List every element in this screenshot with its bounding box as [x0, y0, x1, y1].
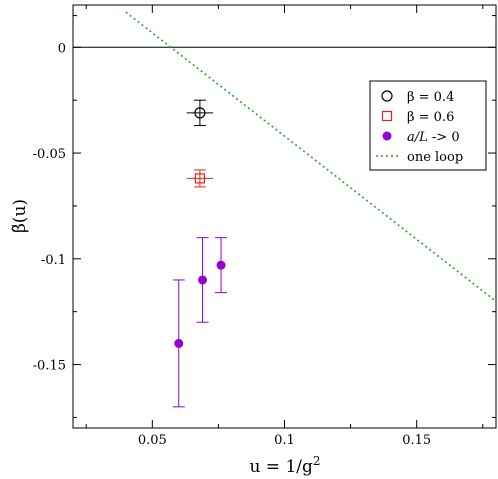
x-tick-label: 0.1: [274, 433, 295, 448]
legend: β = 0.4 β = 0.6 a/L -> 0 one loop: [369, 80, 487, 171]
series-dotted-line: [125, 11, 496, 302]
y-tick-label: -0.1: [41, 253, 66, 268]
one-loop-line: [125, 11, 496, 302]
data-point: [194, 173, 205, 184]
y-ticks: 0 -0.05 -0.1 -0.15: [33, 15, 496, 418]
series-open-square: [186, 169, 214, 188]
legend-swatch: [381, 90, 393, 102]
series-filled-circle: [172, 237, 228, 408]
data-point: [174, 338, 184, 348]
series-open-circle: [186, 99, 214, 127]
x-ticks: 0.05 0.1 0.15: [85, 5, 484, 448]
y-tick-label: 0: [58, 41, 66, 56]
x-tick-label: 0.15: [402, 433, 431, 448]
legend-label: one loop: [407, 150, 463, 165]
legend-label: β = 0.6: [407, 110, 454, 125]
series-layer: [125, 11, 496, 408]
legend-box: [369, 80, 487, 171]
legend-entry: β = 0.4: [381, 90, 454, 105]
y-axis-title: β̃(u): [10, 199, 30, 233]
legend-entry: one loop: [376, 150, 463, 165]
data-point: [194, 107, 206, 119]
x-tick-label: 0.05: [138, 433, 167, 448]
y-tick-label: -0.05: [33, 147, 66, 162]
data-point: [216, 260, 226, 270]
legend-swatch: [381, 110, 393, 122]
legend-entry: β = 0.6: [381, 110, 454, 125]
data-point: [198, 275, 208, 285]
legend-entry: a/L -> 0: [382, 130, 460, 145]
y-tick-label: -0.15: [33, 359, 66, 374]
x-axis-title: u = 1/g2: [249, 454, 320, 477]
legend-swatch: [382, 131, 392, 141]
legend-label: a/L -> 0: [407, 130, 460, 145]
plot-frame: [72, 4, 497, 429]
legend-label: β = 0.4: [407, 90, 454, 105]
